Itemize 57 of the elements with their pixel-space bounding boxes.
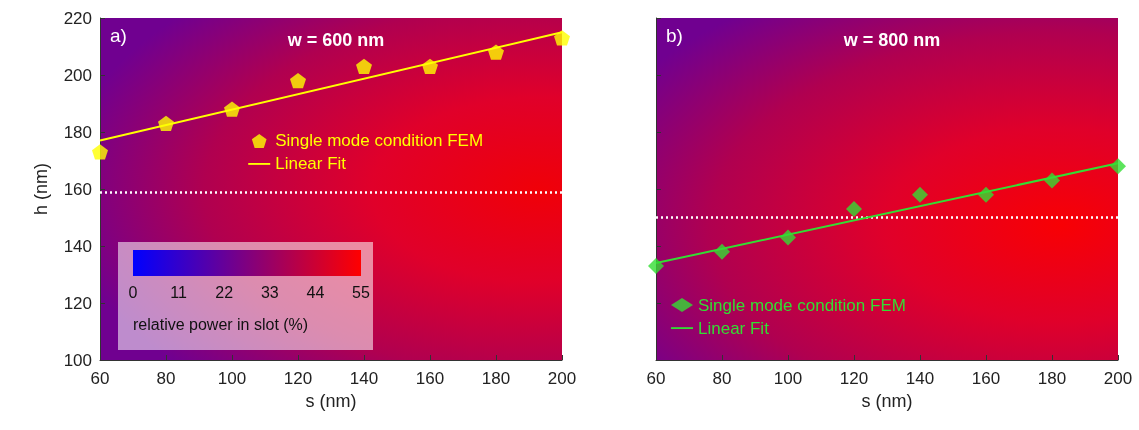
x-tick-label: 160 bbox=[415, 369, 445, 388]
y-tick-label: 140 bbox=[63, 236, 92, 256]
text: w = 800 nm bbox=[842, 30, 941, 50]
x-axis-title: s (nm) bbox=[305, 391, 357, 411]
annotation: 44 bbox=[306, 283, 325, 301]
x-tick-label: 100 bbox=[217, 369, 247, 388]
annotation: 22 bbox=[215, 283, 234, 301]
legend-label: Single mode condition FEM bbox=[275, 131, 484, 151]
y-tick-label: 160 bbox=[63, 179, 92, 199]
x-tick-label: 60 bbox=[90, 369, 110, 388]
y-tick-label: 220 bbox=[63, 8, 92, 28]
y-axis-title: h (nm) bbox=[31, 162, 51, 216]
x-tick-label: 100 bbox=[773, 369, 803, 388]
point bbox=[846, 200, 862, 217]
x-tick-label: 140 bbox=[905, 369, 935, 388]
x-tick-label: 200 bbox=[547, 369, 577, 388]
point bbox=[356, 58, 372, 75]
point bbox=[1110, 158, 1126, 175]
point bbox=[648, 257, 664, 274]
x-tick-label: 60 bbox=[646, 369, 666, 388]
x-tick-label: 80 bbox=[156, 369, 176, 388]
x-tick-label: 180 bbox=[1037, 369, 1067, 388]
point bbox=[1044, 172, 1060, 189]
x-tick-label: 80 bbox=[712, 369, 732, 388]
point bbox=[488, 44, 504, 60]
point bbox=[224, 101, 240, 117]
point bbox=[422, 58, 438, 75]
y-tick-label: 180 bbox=[63, 122, 92, 142]
annotation: 33 bbox=[260, 283, 279, 301]
x-axis-title: s (nm) bbox=[861, 391, 913, 411]
text: w = 600 nm bbox=[286, 30, 385, 50]
y-tick-label: 200 bbox=[63, 65, 92, 85]
color-bar-title: relative power in slot (%) bbox=[133, 315, 309, 333]
x-tick-label: 140 bbox=[349, 369, 379, 388]
point bbox=[978, 186, 994, 203]
point bbox=[714, 243, 730, 260]
x-tick-label: 180 bbox=[481, 369, 511, 388]
x-tick-label: 200 bbox=[1103, 369, 1133, 388]
x-tick-label: 160 bbox=[971, 369, 1001, 388]
annotation: 11 bbox=[170, 283, 188, 301]
point bbox=[92, 144, 108, 160]
point bbox=[912, 186, 928, 203]
legend-label: Linear Fit bbox=[275, 154, 347, 174]
x-tick-label: 120 bbox=[839, 369, 869, 388]
x-tick-label: 120 bbox=[283, 369, 313, 388]
annotation: a) bbox=[110, 25, 127, 46]
legend-label: Linear Fit bbox=[698, 318, 770, 338]
annotation: 55 bbox=[352, 283, 370, 301]
point bbox=[780, 229, 796, 246]
point bbox=[290, 73, 306, 89]
y-tick-label: 120 bbox=[63, 293, 92, 313]
annotation: b) bbox=[666, 25, 683, 46]
point bbox=[158, 115, 174, 132]
annotation: 0 bbox=[128, 283, 138, 301]
point bbox=[554, 30, 570, 46]
y-tick-label: 100 bbox=[63, 350, 92, 370]
legend-label: Single mode condition FEM bbox=[698, 295, 906, 315]
